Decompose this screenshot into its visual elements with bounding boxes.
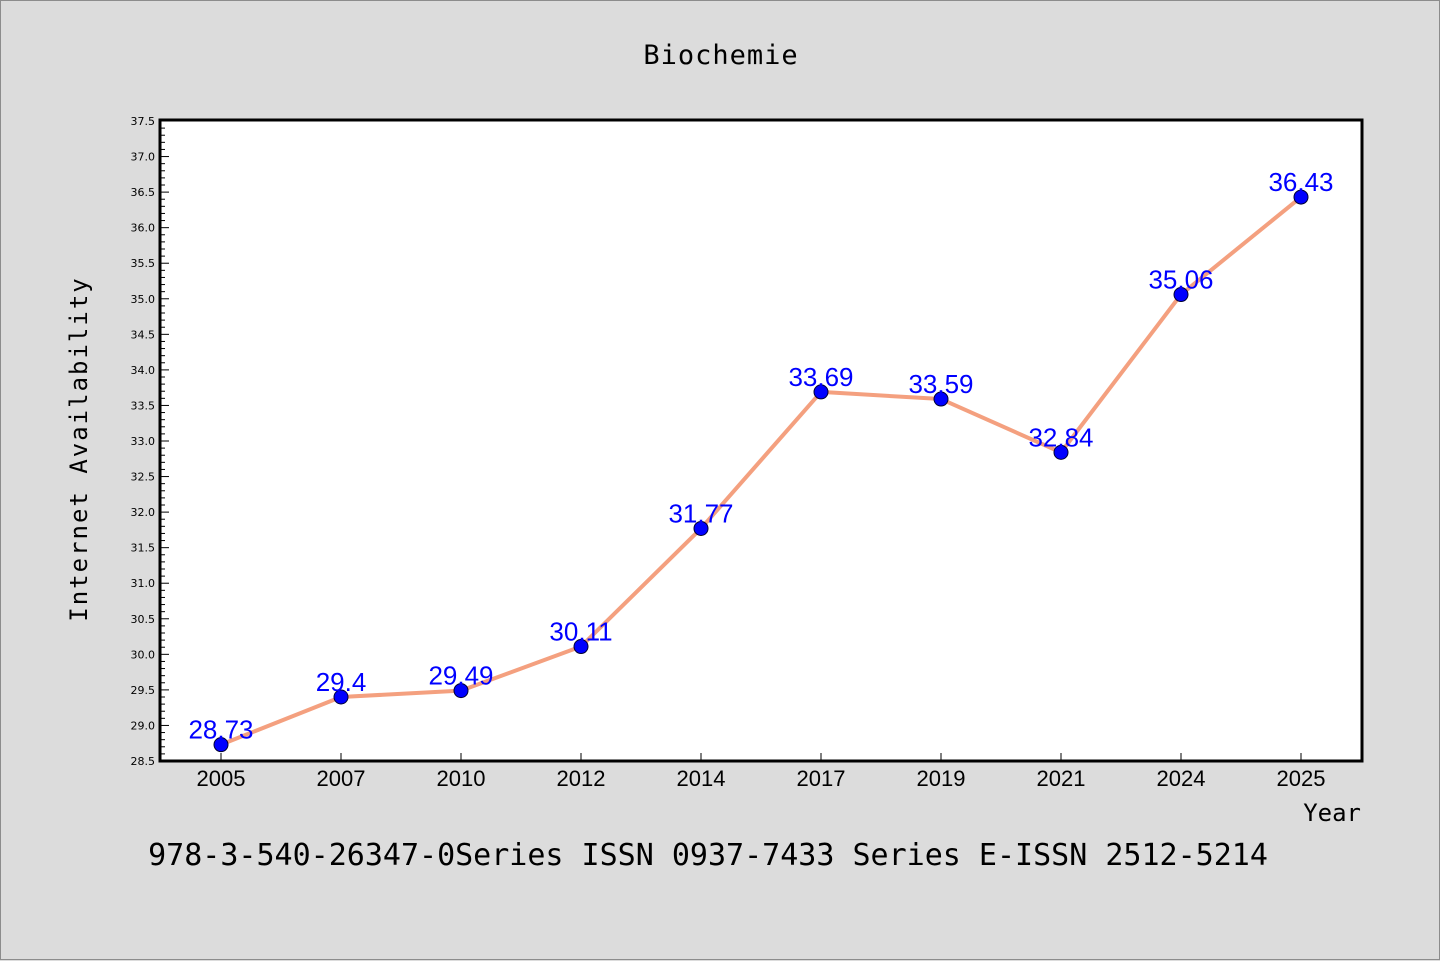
data-point bbox=[453, 683, 469, 699]
data-point bbox=[1173, 287, 1189, 303]
data-label: 33.69 bbox=[788, 362, 853, 392]
series-line bbox=[219, 195, 1303, 747]
data-point bbox=[1053, 444, 1069, 460]
x-tick-label: 2005 bbox=[197, 766, 246, 791]
x-tick-label: 2012 bbox=[557, 766, 606, 791]
series-group bbox=[213, 189, 1309, 753]
y-tick-label: 34.0 bbox=[131, 364, 156, 377]
y-tick-label: 33.0 bbox=[131, 435, 156, 448]
y-tick-label: 35.0 bbox=[131, 293, 156, 306]
y-tick-label: 31.0 bbox=[131, 577, 156, 590]
y-tick-label: 33.5 bbox=[131, 399, 156, 412]
data-point bbox=[693, 520, 709, 536]
x-tick-label: 2014 bbox=[677, 766, 726, 791]
y-tick-label: 28.5 bbox=[131, 755, 156, 768]
y-tick-label: 29.0 bbox=[131, 719, 156, 732]
x-tick-label: 2017 bbox=[797, 766, 846, 791]
y-tick-label: 35.5 bbox=[131, 257, 156, 270]
data-label: 35.06 bbox=[1148, 265, 1213, 295]
data-point bbox=[1293, 189, 1309, 205]
data-labels-group: 28.73 29.4 29.49 30.11 31.77 33.69 33.59 32.84 3… bbox=[188, 167, 1333, 745]
data-label: 29.49 bbox=[428, 661, 493, 691]
data-label: 29.4 bbox=[316, 667, 367, 697]
y-tick-label: 30.5 bbox=[131, 613, 156, 626]
y-tick-label: 32.5 bbox=[131, 471, 156, 484]
data-label: 33.59 bbox=[908, 369, 973, 399]
y-tick-label: 29.5 bbox=[131, 684, 156, 697]
data-label: 30.11 bbox=[549, 617, 612, 647]
data-label: 28.73 bbox=[188, 715, 253, 745]
y-tick-label: 30.0 bbox=[131, 648, 156, 661]
y-axis-label: Internet Availability bbox=[65, 276, 93, 621]
chart-subtitle: 978-3-540-26347-0Series ISSN 0937-7433 S… bbox=[148, 838, 1268, 873]
data-point bbox=[213, 737, 229, 753]
data-point bbox=[573, 639, 589, 655]
data-label: 36.43 bbox=[1268, 167, 1333, 197]
x-tick-label: 2007 bbox=[317, 766, 366, 791]
y-tick-label: 34.5 bbox=[131, 328, 156, 341]
y-tick-label: 36.0 bbox=[131, 222, 156, 235]
y-tick-label: 32.0 bbox=[131, 506, 156, 519]
x-tick-label: 2010 bbox=[437, 766, 486, 791]
x-axis: 2005 2007 2010 2012 2014 2017 2019 2021 2024 2025 bbox=[197, 753, 1326, 791]
x-tick-label: 2025 bbox=[1277, 766, 1326, 791]
data-point bbox=[333, 689, 349, 705]
x-axis-label: Year bbox=[1303, 799, 1361, 827]
data-point bbox=[813, 384, 829, 400]
data-label: 31.77 bbox=[668, 498, 733, 528]
x-tick-label: 2021 bbox=[1037, 766, 1086, 791]
y-axis: 28.5 29.0 29.5 30.0 30.5 31.0 31.5 32.0 32.5 33.0… bbox=[131, 115, 169, 768]
data-label: 32.84 bbox=[1028, 422, 1093, 452]
y-tick-label: 31.5 bbox=[131, 542, 156, 555]
y-tick-label: 36.5 bbox=[131, 186, 156, 199]
y-tick-label: 37.5 bbox=[131, 115, 156, 128]
x-tick-label: 2024 bbox=[1157, 766, 1206, 791]
chart-title: Biochemie bbox=[643, 40, 798, 71]
data-point bbox=[933, 391, 949, 407]
x-tick-label: 2019 bbox=[917, 766, 966, 791]
y-tick-label: 37.0 bbox=[131, 151, 156, 164]
plot-area bbox=[158, 118, 1364, 763]
